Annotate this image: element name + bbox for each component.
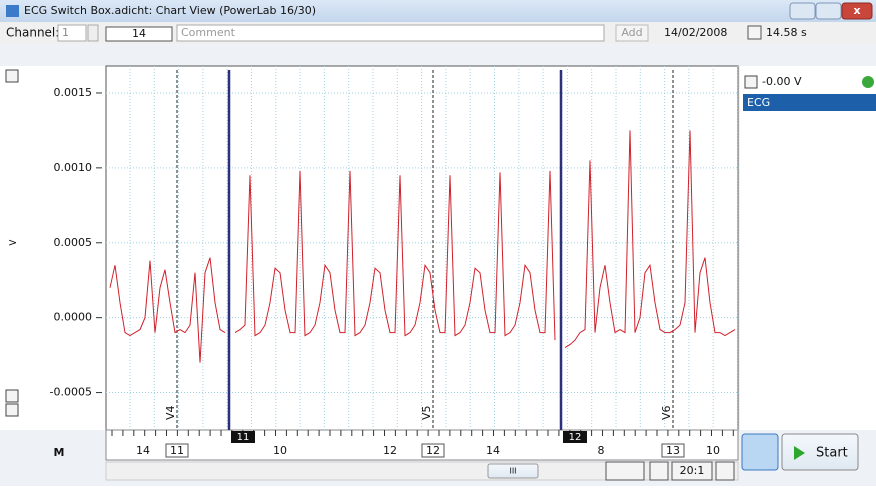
expand-button[interactable]: [715, 461, 735, 481]
comment-number: 12: [426, 444, 440, 457]
title-bar: [0, 0, 876, 22]
comment-placeholder: Comment: [181, 26, 236, 39]
minimize-button[interactable]: [789, 2, 816, 20]
block-box: [563, 431, 587, 443]
y-tick-label: -0.0005: [50, 386, 92, 399]
channel-name: ECG: [747, 96, 770, 109]
comment-label: V4: [164, 405, 177, 420]
comment-label: V5: [420, 405, 433, 420]
y-tick-label: 0.0005: [54, 236, 93, 249]
close-button[interactable]: [841, 2, 873, 20]
ratio-button[interactable]: [671, 461, 713, 481]
scroll-thumb[interactable]: [487, 463, 539, 479]
start-button[interactable]: [781, 433, 859, 471]
block-number: 12: [569, 432, 582, 443]
time-label: 8: [598, 444, 605, 457]
channel-title-bar[interactable]: [743, 94, 876, 111]
comment-label: V6: [660, 405, 673, 420]
channel-reading: -0.00 V: [762, 75, 802, 88]
app-icon: [6, 5, 19, 17]
channel-label: Channel:: [6, 26, 59, 40]
comment-number: 11: [170, 444, 184, 457]
time-label: 12: [383, 444, 397, 457]
scrollbar[interactable]: [105, 461, 739, 481]
y-tick-label: 0.0000: [54, 311, 93, 324]
add-button[interactable]: [615, 24, 649, 42]
block-field[interactable]: [105, 26, 173, 42]
axis-panel: [0, 66, 106, 430]
sampling-toggle[interactable]: [741, 433, 779, 471]
duration-dropdown[interactable]: [747, 25, 762, 40]
channel-field[interactable]: [57, 24, 87, 42]
time-label: 10: [273, 444, 287, 457]
comment-box: [661, 443, 685, 458]
axis-button[interactable]: >: [8, 236, 17, 249]
channel-value: 1: [62, 26, 69, 39]
block-value: 14: [132, 27, 146, 40]
y-tick-label: 0.0015: [54, 86, 93, 99]
block-box: [231, 431, 255, 443]
window-title: ECG Switch Box.adicht: Chart View (Power…: [24, 4, 316, 17]
range-menu[interactable]: [744, 75, 758, 89]
info-icon[interactable]: [862, 76, 874, 88]
close-glyph: x: [853, 4, 860, 17]
comment-box: [421, 443, 445, 458]
compress-button[interactable]: [649, 461, 669, 481]
start-icon: [794, 446, 805, 460]
start-label: Start: [816, 446, 848, 461]
duration: 14.58 s: [766, 26, 807, 39]
time-label: 14: [136, 444, 150, 457]
scroll-grip: III: [509, 467, 516, 476]
channel-spinner[interactable]: [87, 24, 99, 42]
fit-button[interactable]: [605, 461, 645, 481]
maximize-button[interactable]: [815, 2, 842, 20]
time-label: 14: [486, 444, 500, 457]
ecg-trace: [109, 130, 736, 363]
date: 14/02/2008: [664, 26, 727, 39]
zoom-in[interactable]: [5, 389, 19, 403]
block-number: 11: [237, 432, 250, 443]
ratio: 20:1: [680, 464, 705, 477]
zoom-out[interactable]: [5, 403, 19, 417]
add-label: Add: [621, 26, 642, 39]
y-tick-label: 0.0010: [54, 161, 93, 174]
time-label: 10: [706, 444, 720, 457]
comment-number: 13: [666, 444, 680, 457]
comment-box: [165, 443, 189, 458]
axis-menu[interactable]: [5, 69, 19, 83]
mark-button[interactable]: M: [54, 446, 65, 459]
comment-field[interactable]: [176, 24, 605, 42]
channel-panel: [740, 66, 876, 430]
